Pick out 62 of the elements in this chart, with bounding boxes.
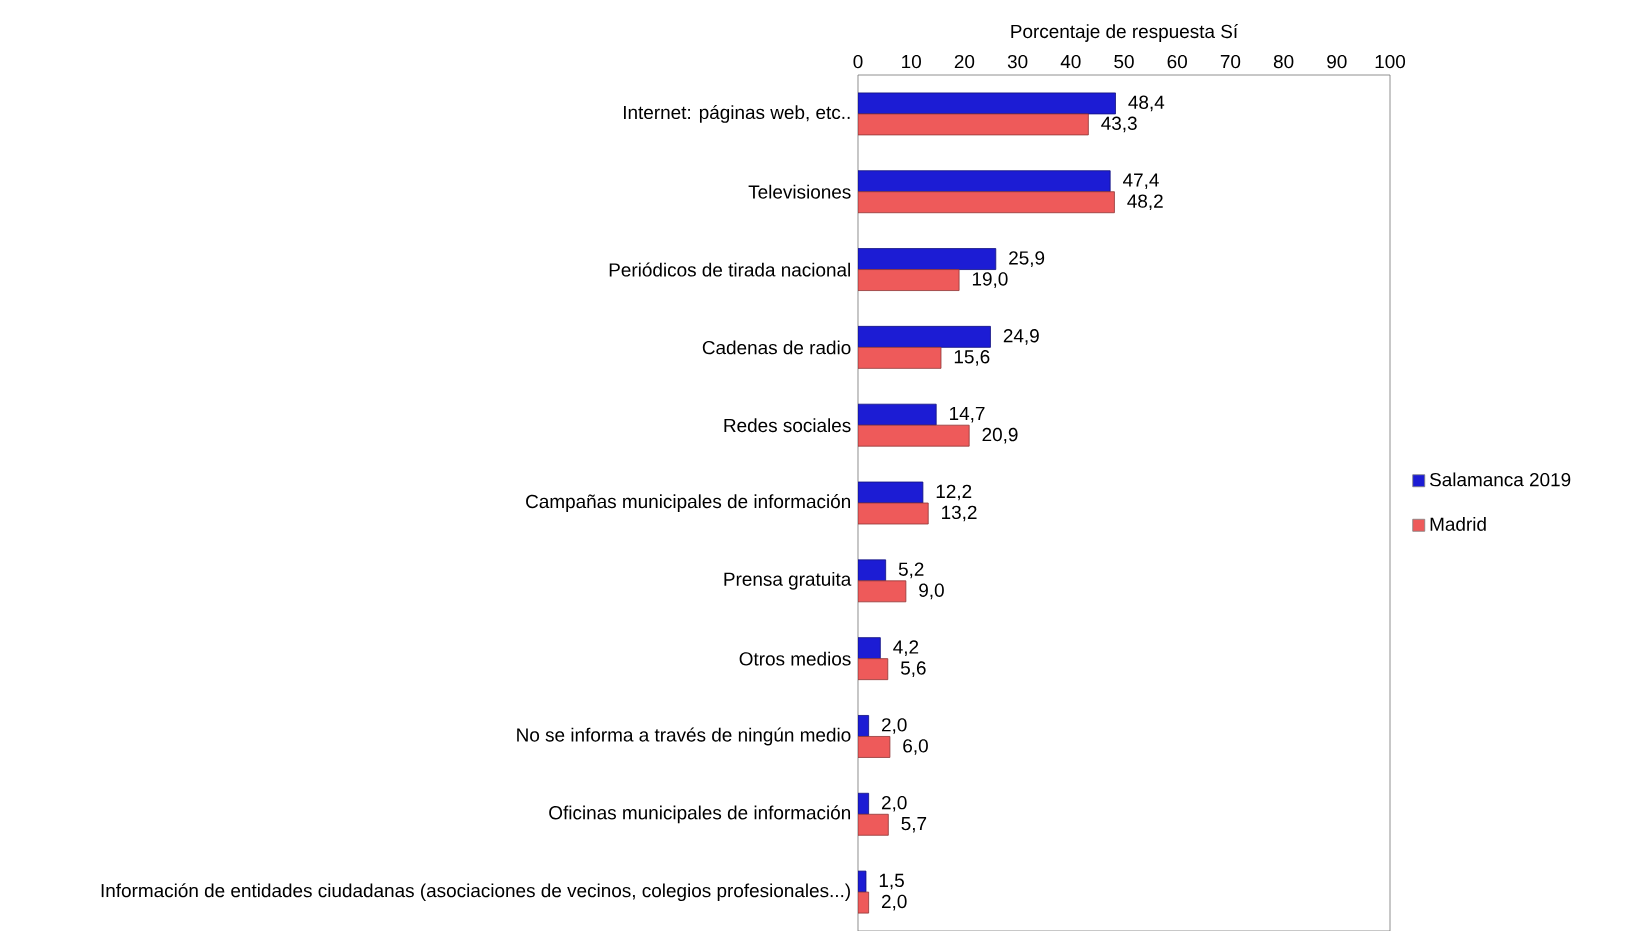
x-axis-title: Porcentaje de respuesta Sí [1011, 23, 1239, 42]
y-tick-label: Periódicos de tirada nacional [609, 262, 850, 277]
data-label: 5,7 [901, 816, 927, 833]
data-label: 25,9 [1009, 251, 1045, 267]
data-label: 12,2 [936, 484, 972, 501]
x-tick-label: 100 [1375, 54, 1406, 69]
x-tick-label: 50 [1114, 54, 1134, 69]
bar [858, 113, 1089, 136]
data-label: 24,9 [1003, 328, 1039, 345]
bar [858, 637, 881, 659]
x-tick-label: 70 [1220, 54, 1241, 69]
data-label: 1,5 [879, 873, 904, 890]
x-tick-label: 90 [1327, 54, 1347, 69]
data-label: 2,0 [881, 717, 907, 734]
data-label: 2,0 [881, 894, 907, 911]
bar [858, 170, 1111, 192]
y-tick-label: No se informa a través de ningún medio [517, 727, 851, 746]
x-tick-label: 0 [853, 54, 863, 69]
data-label: 43,3 [1101, 116, 1137, 133]
data-label: 48,4 [1128, 95, 1165, 112]
data-label: 20,9 [982, 427, 1018, 444]
data-label: 47,4 [1123, 173, 1159, 189]
bar [858, 268, 960, 291]
legend-label: Madrid [1430, 516, 1486, 531]
data-label: 48,2 [1127, 194, 1163, 210]
bar [858, 403, 937, 426]
x-tick-label: 20 [954, 54, 975, 69]
data-label: 2,0 [881, 795, 907, 812]
bar [858, 247, 997, 270]
y-tick-label: Información de entidades ciudadanas (asociaciones de vecinos, colegios profesionales...) [101, 882, 850, 901]
x-tick-label: 40 [1060, 54, 1081, 69]
y-tick-label: Redes sociales [724, 418, 851, 432]
x-tick-label: 10 [902, 54, 921, 69]
bar [858, 559, 887, 582]
x-tick-label: 60 [1167, 54, 1187, 69]
x-tick-label: 80 [1273, 54, 1294, 69]
y-tick-label: Oficinas municipales de información [549, 805, 851, 824]
y-tick-label: Otros medios [739, 651, 851, 666]
y-tick-label: Prensa gratuita [724, 571, 852, 590]
bar [858, 735, 891, 758]
data-label: 5,2 [898, 562, 924, 578]
bar [858, 580, 907, 603]
bar [858, 191, 1115, 213]
y-tick-label: Cadenas de radio [702, 340, 851, 355]
y-tick-label: Internet: páginas web, etc.. [624, 104, 850, 123]
x-tick-label: 30 [1007, 54, 1028, 69]
data-label: 4,2 [893, 640, 919, 656]
bar [858, 325, 991, 348]
data-label: 6,0 [903, 738, 928, 755]
data-label: 14,7 [950, 406, 985, 423]
bar [858, 813, 889, 836]
y-tick-label: Televisiones [748, 184, 851, 199]
data-label: 9,0 [919, 583, 944, 599]
data-label: 15,6 [954, 349, 990, 366]
bar [858, 92, 1116, 115]
bar [858, 424, 970, 447]
data-label: 19,0 [972, 272, 1008, 288]
y-tick-label: Campañas municipales de información [526, 493, 850, 512]
data-label: 5,6 [900, 661, 926, 677]
bar [858, 346, 942, 369]
legend-label: Salamanca 2019 [1429, 472, 1571, 487]
data-label: 13,2 [942, 505, 977, 522]
